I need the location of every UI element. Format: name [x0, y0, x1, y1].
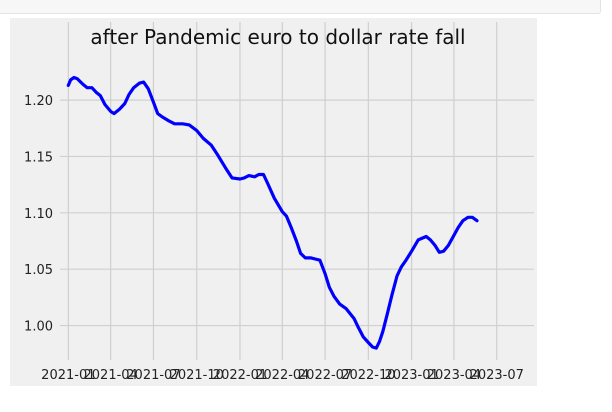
- x-tick-label: 2022-07: [298, 368, 352, 383]
- chart-title: after Pandemic euro to dollar rate fall: [90, 25, 465, 49]
- y-tick-label: 1.10: [24, 207, 53, 222]
- y-tick-label: 1.20: [24, 94, 53, 109]
- y-tick-labels: 1.00 1.05 1.10 1.15 1.20: [24, 94, 53, 334]
- x-tick-label: 2022-01: [213, 368, 267, 383]
- x-tick-label: 2022-04: [255, 368, 309, 383]
- plot-background: [10, 18, 537, 386]
- y-tick-label: 1.05: [24, 263, 53, 278]
- y-tick-label: 1.00: [24, 320, 53, 335]
- x-tick-label: 2022-10: [341, 368, 395, 383]
- x-tick-label: 2021-10: [170, 368, 224, 383]
- x-tick-label: 2023-04: [427, 368, 481, 383]
- top-bar: [0, 0, 601, 14]
- x-tick-labels: 2021-012021-042021-072021-102022-012022-…: [41, 368, 524, 383]
- x-tick-label: 2021-01: [41, 368, 95, 383]
- grid-lines: [60, 22, 534, 360]
- x-tick-label: 2021-07: [126, 368, 180, 383]
- x-tick-label: 2023-07: [470, 368, 524, 383]
- series-lines: [66, 75, 479, 350]
- x-tick-label: 2021-04: [84, 368, 138, 383]
- series-line: [66, 75, 479, 350]
- y-tick-label: 1.15: [24, 150, 53, 165]
- x-tick-label: 2023-01: [384, 368, 438, 383]
